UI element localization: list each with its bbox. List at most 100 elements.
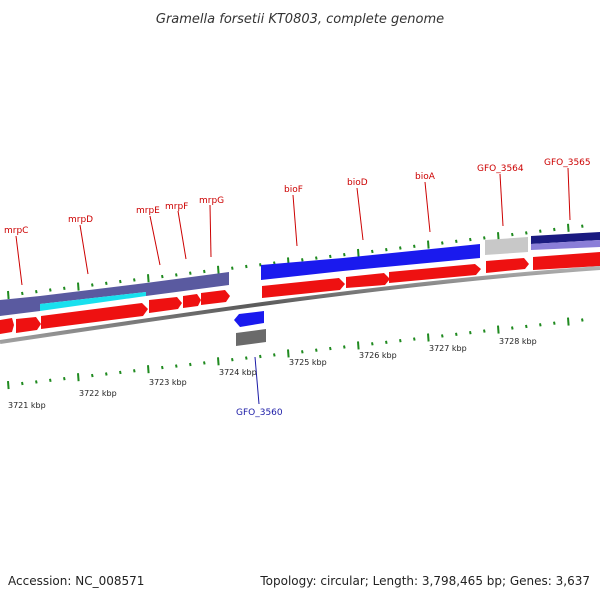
leader-GFO_3565 <box>567 167 571 221</box>
minor-tick <box>49 288 52 292</box>
scale-label-3721: 3721 kbp <box>8 401 46 410</box>
scale-labels: 3721 kbp 3722 kbp 3723 kbp 3724 kbp 3725… <box>8 337 537 410</box>
minor-tick <box>245 264 248 269</box>
minor-tick <box>231 266 234 270</box>
major-tick <box>427 240 430 249</box>
minor-tick <box>63 377 66 381</box>
minor-tick <box>105 372 108 376</box>
cds-forward-10 <box>486 258 529 273</box>
minor-tick <box>525 324 528 329</box>
leader-mrpG <box>209 204 212 258</box>
major-tick <box>217 265 220 274</box>
minor-tick <box>161 274 164 279</box>
minor-tick <box>119 370 122 375</box>
minor-tick <box>119 279 122 284</box>
minor-tick <box>21 291 24 296</box>
minor-tick <box>539 229 542 233</box>
minor-tick <box>469 237 472 242</box>
cog-block-blue-2 <box>343 244 480 271</box>
major-tick <box>357 248 360 258</box>
leader-bioA <box>424 181 431 233</box>
cog-block-slate-1 <box>0 296 40 316</box>
topology-summary: Topology: circular; Length: 3,798,465 bp… <box>260 574 590 588</box>
cog-block-grey <box>485 237 528 255</box>
minor-tick <box>455 239 458 243</box>
minor-tick <box>189 362 192 367</box>
minor-tick <box>413 244 416 248</box>
minor-tick <box>483 329 486 333</box>
major-tick <box>497 232 500 241</box>
minor-tick <box>21 381 24 386</box>
minor-tick <box>371 249 374 254</box>
cds-forward-11 <box>533 252 600 270</box>
minor-tick <box>553 321 556 325</box>
cog-block-cyan <box>40 292 146 311</box>
major-tick <box>147 365 150 374</box>
minor-tick <box>175 364 178 368</box>
minor-tick <box>175 273 178 277</box>
gene-label-GFO_3565: GFO_3565 <box>544 158 591 168</box>
minor-tick <box>441 334 444 338</box>
scale-label-3728: 3728 kbp <box>499 337 537 346</box>
leader-mrpC <box>15 235 23 286</box>
minor-tick <box>49 378 52 382</box>
genome-backbone <box>0 266 600 344</box>
major-tick <box>567 223 570 232</box>
map-title: Gramella forsetii KT0803, complete genom… <box>156 12 444 27</box>
minor-tick <box>399 339 402 343</box>
minor-tick <box>343 345 346 349</box>
scale-label-3725: 3725 kbp <box>289 358 327 367</box>
gene-label-bioA: bioA <box>415 172 436 182</box>
outer-tick-ring <box>7 223 584 300</box>
leader-bioD <box>356 187 364 241</box>
cog-block-slate-2 <box>40 283 146 304</box>
cog-block-lavender <box>531 240 600 250</box>
cds-forward-2 <box>16 317 41 333</box>
major-tick <box>7 381 10 390</box>
minor-tick <box>441 241 444 245</box>
minor-tick <box>511 232 514 237</box>
cds-forward-7 <box>262 278 345 298</box>
leader-mrpF <box>177 210 187 260</box>
major-tick <box>427 333 430 342</box>
cds-forward-6 <box>201 290 230 305</box>
minor-tick <box>413 337 416 341</box>
cds-forward-4 <box>149 297 182 313</box>
minor-tick <box>343 253 346 257</box>
gene-labels: mrpC mrpD mrpE mrpF mrpG bioF bioD bioA … <box>4 158 591 418</box>
minor-tick <box>245 356 248 360</box>
scale-label-3724: 3724 kbp <box>219 368 257 377</box>
cds-forward-3 <box>41 303 148 329</box>
major-tick <box>357 341 360 350</box>
minor-tick <box>539 323 542 327</box>
minor-tick <box>35 290 38 294</box>
major-tick <box>497 325 500 334</box>
cds-reverse-GFO_3560 <box>234 311 264 327</box>
minor-tick <box>203 269 206 274</box>
minor-tick <box>553 227 556 232</box>
minor-tick <box>105 281 108 285</box>
minor-tick <box>329 346 332 351</box>
cog-block-blue-1 <box>261 258 343 280</box>
minor-tick <box>259 354 262 359</box>
major-tick <box>77 282 80 291</box>
minor-tick <box>525 231 528 235</box>
forward-cds-track <box>0 252 600 334</box>
minor-tick <box>581 224 584 228</box>
scale-label-3723: 3723 kbp <box>149 378 187 387</box>
gene-label-mrpF: mrpF <box>165 202 188 212</box>
minor-tick <box>511 326 514 330</box>
minor-tick <box>259 263 262 267</box>
cds-forward-8 <box>346 273 390 288</box>
minor-tick <box>329 254 332 259</box>
gene-label-mrpD: mrpD <box>68 215 93 225</box>
minor-tick <box>385 340 388 344</box>
minor-tick <box>133 369 136 373</box>
scale-label-3727: 3727 kbp <box>429 344 467 353</box>
scale-label-3722: 3722 kbp <box>79 389 117 398</box>
gene-label-mrpG: mrpG <box>199 196 224 206</box>
minor-tick <box>203 361 206 365</box>
gene-label-mrpC: mrpC <box>4 226 28 236</box>
minor-tick <box>469 331 472 335</box>
